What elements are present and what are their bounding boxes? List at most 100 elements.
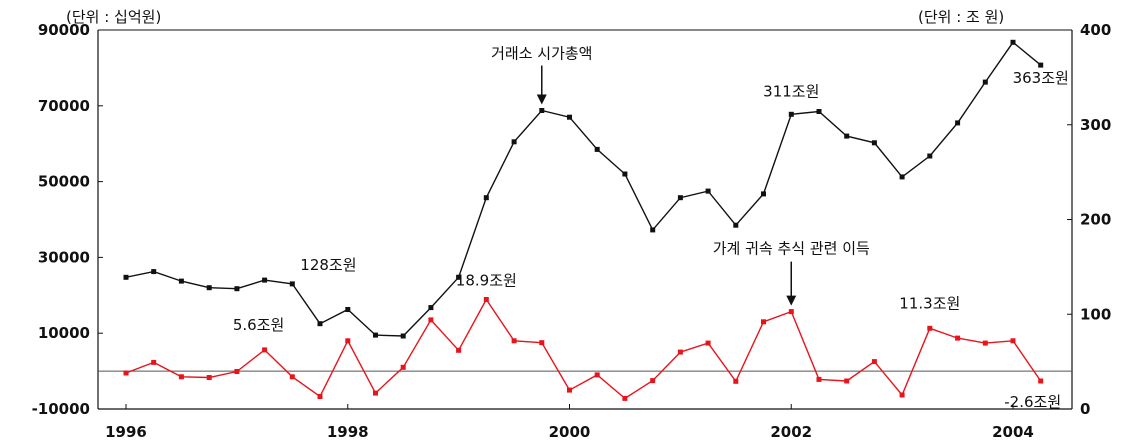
annotation-label: 가계 귀속 추식 관련 이득: [713, 240, 870, 258]
series-1-point: [844, 378, 850, 384]
right-axis-ticks: 400 300 200 100 0: [1067, 21, 1111, 418]
series-1-point: [1038, 378, 1044, 384]
right-tick-label: 100: [1080, 305, 1111, 323]
series-1-point: [594, 372, 600, 378]
x-tick-label: 1996: [105, 423, 147, 441]
series-0-point: [677, 195, 683, 201]
series-1-point: [483, 297, 489, 302]
series-1-point: [289, 374, 295, 380]
series-0-point: [539, 108, 545, 113]
annotation-label: 18.9조원: [456, 272, 517, 290]
series-0-point: [345, 307, 351, 312]
series-1-point: [899, 392, 905, 398]
series-0-point: [511, 139, 517, 145]
left-tick-label: 10000: [38, 324, 90, 342]
series-0-point: [622, 171, 628, 177]
left-tick-label: -10000: [32, 400, 90, 418]
annotation-label: -2.6조원: [1004, 393, 1061, 411]
annotation-label: 5.6조원: [233, 316, 284, 334]
series-0-point: [899, 174, 905, 180]
series-0-point: [844, 133, 850, 139]
series-1-point: [982, 340, 988, 346]
series-1-line: [125, 298, 1042, 400]
series-1-point: [206, 375, 212, 380]
annotation-arrowhead: [536, 94, 547, 105]
series-1-point: [927, 325, 933, 331]
annotation-arrowhead: [786, 295, 797, 306]
annotation-label: 11.3조원: [899, 294, 960, 312]
series-1-point: [622, 395, 628, 401]
series-0-point: [982, 79, 988, 85]
series-0-line: [125, 41, 1042, 337]
series-1-point: [234, 369, 240, 374]
series-0-point: [733, 222, 739, 228]
series-0-point: [317, 321, 323, 327]
series-0-point: [262, 277, 268, 283]
x-tick-label: 2002: [770, 423, 812, 441]
series-0-point: [428, 305, 434, 311]
x-tick-label: 2000: [549, 423, 591, 441]
left-tick-label: 50000: [38, 173, 90, 191]
right-unit-label: (단위 : 조 원): [918, 8, 1004, 26]
x-axis-ticks: 1996 1998 2000 2002 2004: [105, 404, 1034, 441]
series-0-point: [788, 111, 794, 117]
series-0-point: [400, 333, 406, 339]
series-0-point: [123, 274, 129, 280]
series-0-point: [178, 278, 184, 284]
left-unit-label: (단위 : 십억원): [66, 8, 161, 26]
series-0-point: [705, 188, 711, 194]
series-1-point: [262, 347, 268, 353]
series-1-point: [871, 359, 877, 365]
series-1-point: [511, 338, 517, 344]
series-0-point: [567, 114, 572, 120]
right-tick-label: 200: [1080, 211, 1111, 229]
series-1-point: [123, 370, 129, 376]
series-1-point: [539, 340, 545, 346]
series-1-point: [705, 340, 711, 346]
series-0-point: [1010, 39, 1016, 45]
series-1-point: [317, 394, 323, 399]
series-1-point: [955, 335, 961, 341]
series-0-point: [206, 285, 212, 291]
series-0-point: [1038, 62, 1044, 68]
right-tick-label: 0: [1080, 400, 1090, 418]
series-1-point: [373, 390, 378, 396]
left-tick-label: 90000: [38, 21, 90, 39]
annotation-label: 311조원: [763, 82, 819, 100]
series-0-point: [234, 286, 240, 292]
series-1-point: [788, 309, 794, 315]
series-1-point: [650, 378, 656, 384]
left-tick-label: 70000: [38, 97, 90, 115]
series-1-point: [345, 338, 351, 344]
series-0-point: [816, 109, 822, 114]
series-1-point: [456, 347, 462, 353]
series-0-point: [594, 146, 600, 152]
right-tick-label: 400: [1080, 21, 1111, 39]
series-1-point: [151, 359, 157, 365]
annotation-label: 363조원: [1013, 69, 1069, 87]
annotation-label: 128조원: [300, 256, 356, 274]
series-1-point: [428, 317, 434, 323]
series-0-point: [151, 269, 157, 275]
series-1-point: [733, 378, 739, 384]
series-1-point: [1010, 338, 1016, 344]
series-0-point: [456, 274, 462, 280]
series-0-point: [761, 191, 766, 197]
right-tick-label: 300: [1080, 116, 1111, 134]
series-1-point: [178, 374, 184, 380]
series-0-point: [289, 281, 295, 287]
left-axis-ticks: 90000 70000 50000 30000 10000 -10000: [32, 21, 103, 418]
series: [123, 39, 1044, 401]
series-0-point: [650, 227, 656, 233]
series-0-point: [483, 195, 489, 201]
series-1-point: [761, 319, 766, 325]
annotation-label: 거래소 시가총액: [491, 45, 592, 63]
x-tick-label: 1998: [327, 423, 369, 441]
series-0-point: [955, 120, 961, 126]
series-0-point: [373, 332, 378, 338]
series-1-point: [677, 349, 683, 355]
series-1-point: [567, 387, 572, 393]
series-1-point: [400, 364, 406, 370]
